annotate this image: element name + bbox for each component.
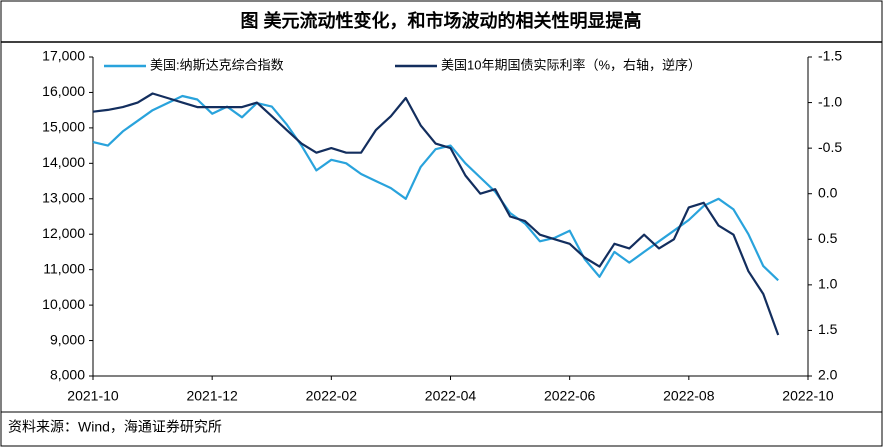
series-line (92, 94, 779, 282)
chart-title: 图 美元流动性变化，和市场波动的相关性明显提高 (241, 10, 642, 31)
x-tick-label: 2022-10 (782, 388, 834, 404)
y2-tick-label: 1.5 (818, 321, 838, 337)
x-tick-label: 2022-02 (306, 388, 358, 404)
y2-tick-label: 1.0 (818, 276, 838, 292)
y-tick-label: 14,000 (42, 154, 85, 170)
y2-tick-label: 0.5 (818, 230, 838, 246)
series-line (92, 92, 780, 336)
y-tick-label: 9,000 (50, 331, 85, 347)
y2-tick-label: 0.0 (818, 184, 838, 200)
legend-label: 美国10年期国债实际利率（%，右轴，逆序） (441, 57, 701, 72)
x-tick-label: 2021-12 (186, 388, 238, 404)
y-tick-label: 11,000 (43, 260, 85, 276)
y2-tick-label: -0.5 (818, 139, 842, 155)
y-tick-label: 10,000 (42, 296, 85, 312)
y2-tick-label: -1.5 (818, 48, 842, 64)
y-tick-label: 13,000 (42, 189, 85, 205)
y-tick-label: 12,000 (42, 225, 85, 241)
x-tick-label: 2021-10 (67, 388, 119, 404)
y-tick-label: 16,000 (42, 83, 85, 99)
legend-label: 美国:纳斯达克综合指数 (150, 57, 284, 72)
y-tick-label: 15,000 (42, 119, 85, 135)
y-tick-label: 8,000 (50, 367, 85, 383)
y-tick-label: 17,000 (42, 48, 85, 64)
source-note: 资料来源：Wind，海通证券研究所 (8, 419, 222, 435)
y2-tick-label: 2.0 (818, 367, 838, 383)
x-tick-label: 2022-08 (663, 388, 715, 404)
y2-tick-label: -1.0 (818, 93, 842, 109)
x-tick-label: 2022-06 (544, 388, 596, 404)
x-tick-label: 2022-04 (425, 388, 477, 404)
